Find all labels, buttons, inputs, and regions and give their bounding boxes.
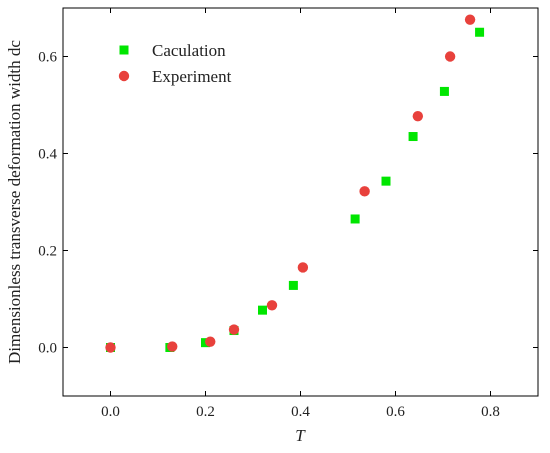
legend: Caculation Experiment xyxy=(118,41,232,86)
y-tick-label: 0.6 xyxy=(38,50,57,66)
data-point-circle xyxy=(105,342,116,353)
data-point-circle xyxy=(228,324,240,335)
x-tick-label: 0.4 xyxy=(291,404,310,420)
plot-area xyxy=(62,7,539,397)
data-point-circle xyxy=(464,14,476,25)
data-point-circle xyxy=(266,300,278,311)
data-point-square xyxy=(258,305,267,315)
data-point-circle xyxy=(297,262,309,273)
y-tick-label: 0.0 xyxy=(38,341,57,357)
data-point-circle xyxy=(167,341,178,352)
data-point-circle xyxy=(205,336,216,347)
y-axis-title: Dimensionless transverse deformation wid… xyxy=(5,40,24,364)
x-axis-ticks: 0.0 0.2 0.4 0.6 0.8 xyxy=(101,8,500,420)
legend-marker-experiment xyxy=(118,70,130,82)
data-point-square xyxy=(475,27,485,37)
x-tick-label: 0.8 xyxy=(481,404,500,420)
data-point-square xyxy=(288,280,298,290)
legend-label-experiment: Experiment xyxy=(152,67,232,86)
data-point-circle xyxy=(444,51,456,62)
series-layer xyxy=(105,14,485,353)
data-point-circle xyxy=(412,110,424,122)
data-point-square xyxy=(408,132,418,142)
x-axis-title: T xyxy=(295,426,306,445)
y-axis-ticks: 0.0 0.2 0.4 0.6 xyxy=(38,50,538,357)
legend-marker-caculation xyxy=(119,45,129,55)
x-tick-label: 0.0 xyxy=(101,404,120,420)
y-tick-label: 0.4 xyxy=(38,147,57,163)
data-point-circle xyxy=(359,186,370,197)
series-experiment xyxy=(105,14,476,353)
legend-label-caculation: Caculation xyxy=(152,41,226,60)
data-point-square xyxy=(381,176,391,186)
y-tick-label: 0.2 xyxy=(38,244,57,260)
data-point-square xyxy=(350,214,360,224)
x-tick-label: 0.2 xyxy=(196,404,215,420)
x-tick-label: 0.6 xyxy=(386,404,405,420)
data-point-square xyxy=(439,86,449,96)
